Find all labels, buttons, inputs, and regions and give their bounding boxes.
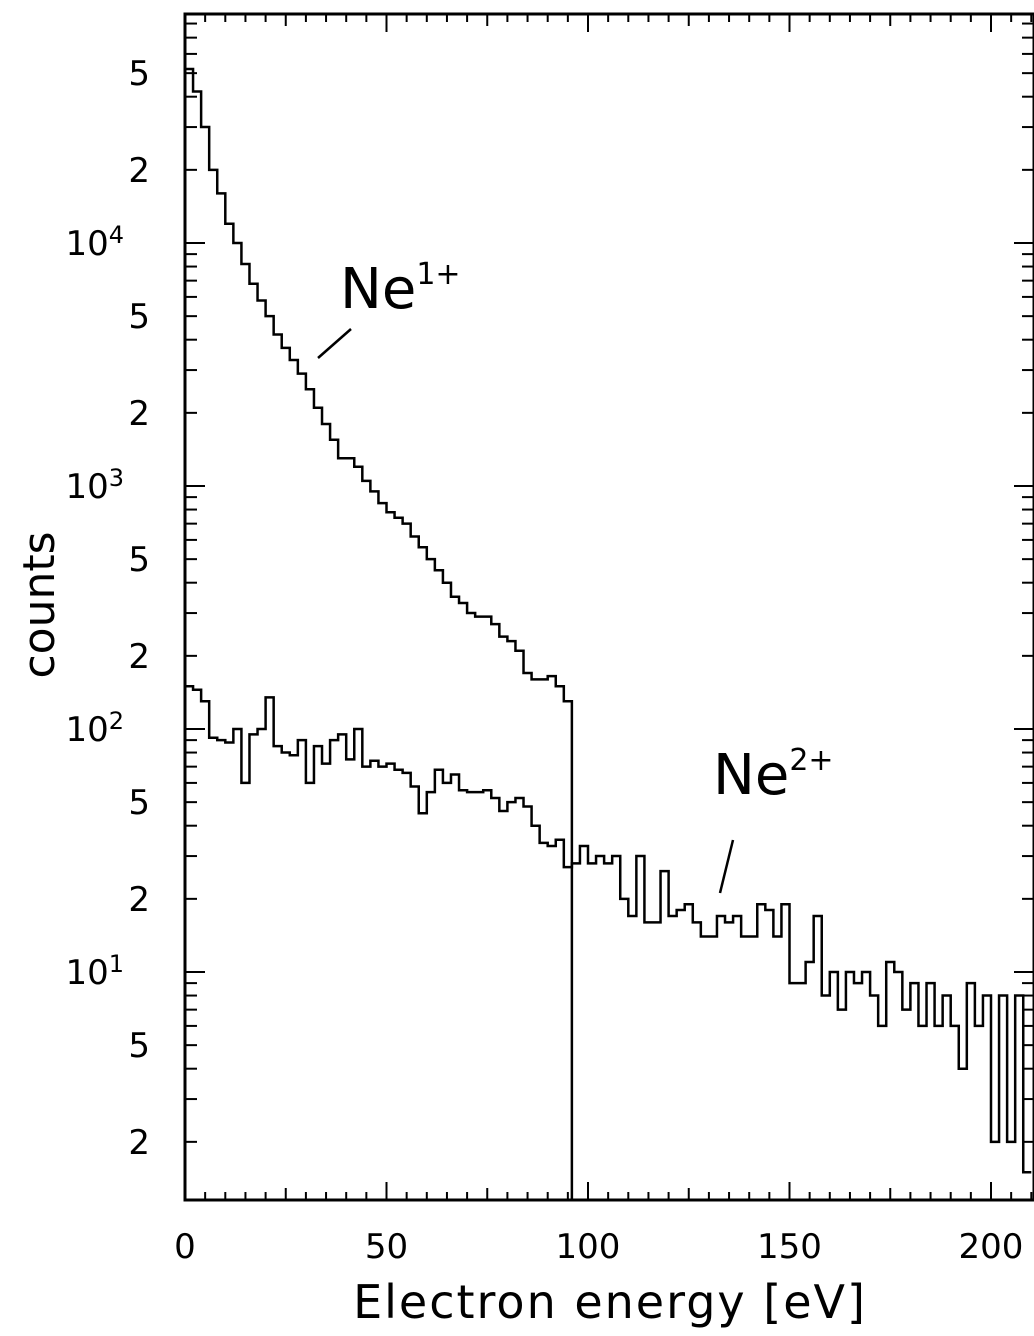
annotation-label: Ne1+ [340,257,461,322]
y-tick-label: 103 [65,464,124,507]
y-axis-right [1014,22,1034,1143]
y-axis-title: counts [14,531,65,678]
y-tick-label: 5 [128,1026,150,1066]
y-tick-label: 2 [128,394,150,434]
annotation-label: Ne2+ [713,743,834,808]
y-tick-label: 2 [128,151,150,191]
annotations: Ne1+ Ne2+ [317,257,834,894]
annotation-leader [718,839,735,894]
x-tick-label: 100 [556,1227,621,1267]
series-line [185,67,580,1202]
x-tick-label: 150 [757,1227,822,1267]
y-tick-label: 101 [65,950,124,993]
x-tick-label: 50 [365,1227,408,1267]
y-tick-label: 5 [128,783,150,823]
y-tick-label: 2 [128,1123,150,1163]
y-tick-label: 2 [128,637,150,677]
series-line [185,684,1032,1174]
y-tick-label: 104 [65,221,124,264]
series-group [185,67,1032,1202]
x-tick-label: 0 [174,1227,196,1267]
x-tick-label: 200 [959,1227,1024,1267]
y-tick-label: 2 [128,880,150,920]
y-tick-label: 5 [128,297,150,337]
annotation-leader [317,328,352,359]
x-axis: 0 50 100 150 200 [174,14,1033,1267]
y-tick-label: 5 [128,540,150,580]
plot-frame [183,12,1034,1202]
y-tick-label: 102 [65,707,124,750]
y-tick-label: 5 [128,54,150,94]
x-axis-title: Electron energy [eV] [353,1275,867,1329]
